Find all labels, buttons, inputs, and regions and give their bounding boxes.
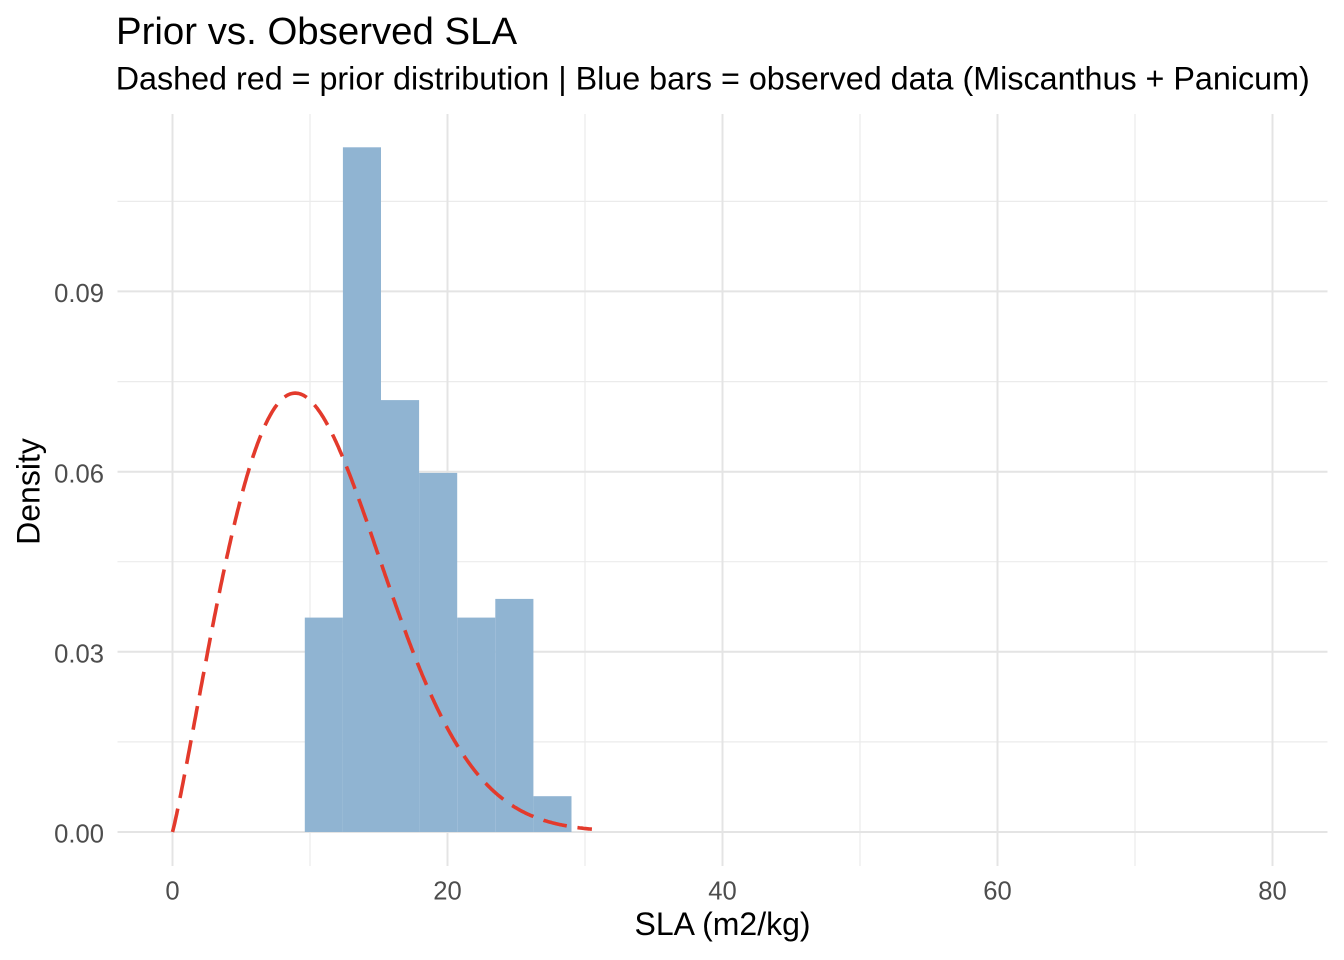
svg-text:Prior vs. Observed SLA: Prior vs. Observed SLA bbox=[116, 10, 518, 53]
svg-text:SLA (m2/kg): SLA (m2/kg) bbox=[634, 906, 810, 942]
svg-text:40: 40 bbox=[708, 877, 736, 905]
svg-text:20: 20 bbox=[433, 877, 461, 905]
svg-text:0.09: 0.09 bbox=[54, 280, 104, 308]
svg-text:80: 80 bbox=[1258, 877, 1286, 905]
svg-text:Dashed red = prior distributio: Dashed red = prior distribution | Blue b… bbox=[116, 61, 1310, 97]
svg-text:0: 0 bbox=[165, 877, 179, 905]
svg-text:Density: Density bbox=[10, 438, 46, 545]
svg-text:60: 60 bbox=[983, 877, 1011, 905]
svg-text:0.06: 0.06 bbox=[54, 460, 104, 488]
svg-text:0.03: 0.03 bbox=[54, 640, 104, 668]
svg-text:0.00: 0.00 bbox=[54, 821, 104, 849]
